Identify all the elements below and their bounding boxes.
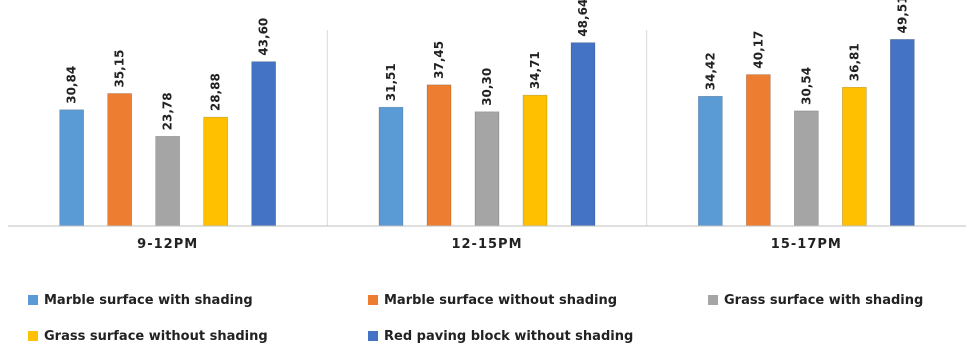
- category-label: 9-12PM: [137, 237, 198, 252]
- data-label: 37,45: [432, 41, 446, 79]
- bar: [794, 110, 819, 227]
- data-label: 34,71: [528, 51, 542, 89]
- category-label: 15-17PM: [771, 237, 842, 252]
- bar: [842, 86, 867, 227]
- data-label: 23,78: [161, 92, 175, 130]
- bar: [203, 116, 228, 227]
- bar: [107, 93, 132, 227]
- bar: [426, 84, 452, 227]
- data-label: 36,81: [847, 43, 861, 81]
- bar: [155, 136, 180, 227]
- data-label: 40,17: [751, 31, 765, 69]
- bar: [59, 109, 84, 227]
- data-label: 30,54: [799, 67, 813, 105]
- bar: [474, 111, 500, 227]
- bar: [522, 94, 548, 227]
- bar: [698, 95, 723, 227]
- data-label: 49,51: [895, 0, 909, 33]
- data-label: 30,30: [480, 68, 494, 106]
- bar: [251, 61, 276, 227]
- data-label: 28,88: [209, 73, 223, 111]
- data-label: 30,84: [65, 66, 79, 104]
- bar: [570, 42, 596, 227]
- bar: [890, 39, 915, 227]
- category-label: 12-15PM: [451, 237, 522, 252]
- data-label: 31,51: [384, 63, 398, 101]
- data-label: 34,42: [703, 52, 717, 90]
- data-label: 48,64: [576, 0, 590, 37]
- data-label: 35,15: [113, 50, 127, 88]
- bar: [746, 74, 771, 227]
- bar: [378, 106, 404, 227]
- data-label: 43,60: [257, 18, 271, 56]
